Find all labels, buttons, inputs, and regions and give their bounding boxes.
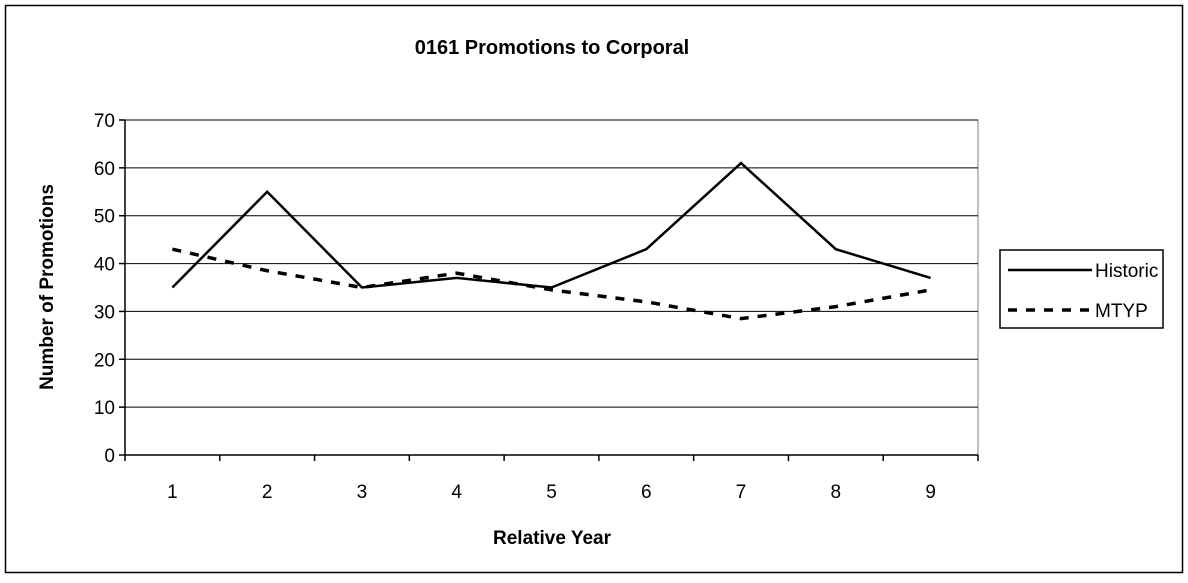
- x-tick-label: 2: [262, 482, 273, 503]
- legend-label: Historic: [1095, 261, 1158, 282]
- x-tick-label: 1: [167, 482, 178, 503]
- y-tick-label: 0: [104, 446, 115, 467]
- x-tick-label: 4: [451, 482, 462, 503]
- legend-label: MTYP: [1095, 301, 1148, 322]
- y-tick-label: 70: [94, 111, 115, 132]
- y-tick-label: 20: [94, 350, 115, 371]
- y-tick-label: 50: [94, 207, 115, 228]
- legend-box: [999, 249, 1164, 329]
- series-line: [172, 247, 931, 321]
- y-tick-label: 60: [94, 159, 115, 180]
- chart-border: [4, 4, 1184, 574]
- x-tick-label: 7: [736, 482, 747, 503]
- x-tick-label: 5: [546, 482, 557, 503]
- x-axis-label: Relative Year: [493, 528, 612, 549]
- y-axis-label: Number of Promotions: [37, 184, 58, 390]
- y-tick-label: 30: [94, 302, 115, 323]
- chart-title: 0161 Promotions to Corporal: [415, 37, 690, 59]
- series-line: [171, 161, 931, 289]
- x-tick-label: 8: [831, 482, 842, 503]
- y-tick-label: 10: [94, 398, 115, 419]
- y-tick-label: 40: [94, 255, 115, 276]
- x-tick-label: 9: [925, 482, 936, 503]
- x-tick-label: 3: [357, 482, 368, 503]
- x-tick-label: 6: [641, 482, 652, 503]
